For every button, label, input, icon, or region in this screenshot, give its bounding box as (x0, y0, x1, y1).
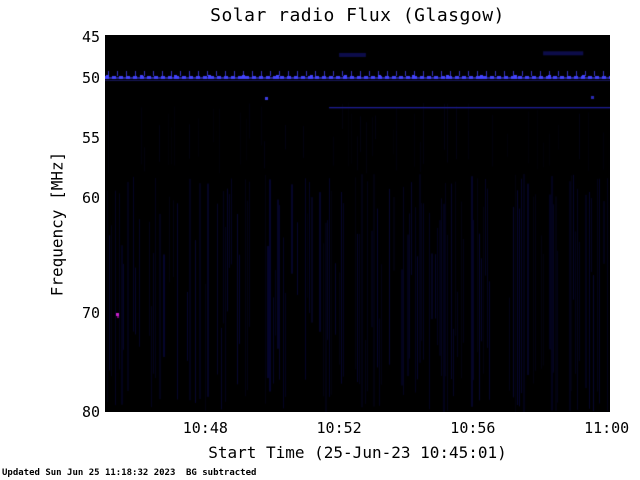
spectrogram-canvas (105, 35, 610, 412)
x-axis-label: Start Time (25-Jun-23 10:45:01) (208, 443, 507, 462)
y-tick-label: 80 (81, 403, 100, 421)
x-tick-label: 10:52 (316, 419, 362, 437)
x-tick-label: 11:00 (584, 419, 630, 437)
x-tick-label: 10:56 (450, 419, 496, 437)
y-tick-label: 45 (81, 27, 100, 46)
y-tick-label: 50 (81, 68, 100, 87)
chart-title: Solar radio Flux (Glasgow) (210, 5, 505, 26)
y-axis-label: Frequency [MHz] (47, 151, 67, 297)
y-tick-label: 55 (81, 128, 100, 147)
y-tick-label: 60 (81, 188, 100, 207)
bg-subtracted-note: BG subtracted (186, 468, 257, 478)
updated-timestamp: Updated Sun Jun 25 11:18:32 2023 (2, 468, 176, 478)
y-tick-label: 70 (81, 303, 100, 322)
x-tick-label: 10:48 (182, 419, 228, 437)
